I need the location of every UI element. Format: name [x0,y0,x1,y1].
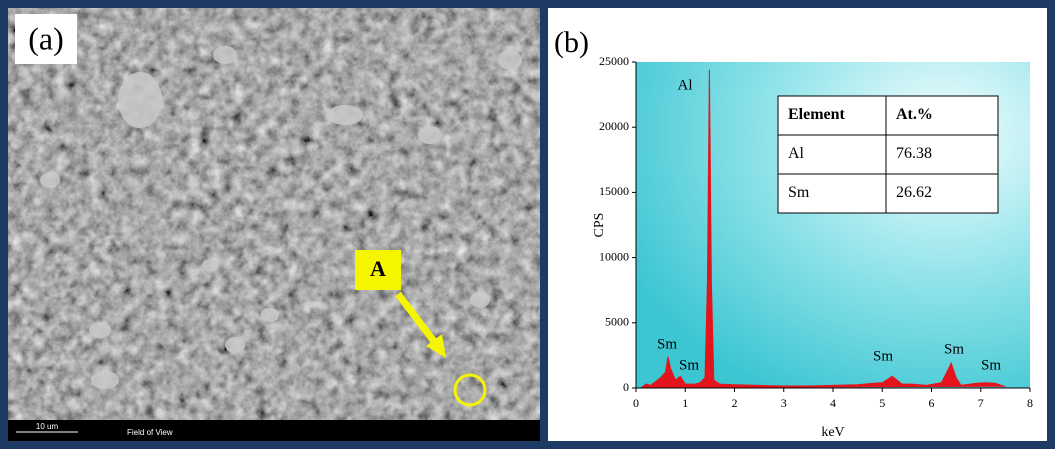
y-tick-label: 5000 [605,315,629,329]
y-tick-label: 15000 [599,184,629,198]
table-cell: Sm [788,184,810,201]
table-header: Element [788,106,846,123]
table-cell: 76.38 [896,145,932,162]
y-tick-label: 25000 [599,54,629,68]
sem-panel: 10 um Field of View (a) A [8,8,540,441]
x-axis-label: keV [821,425,844,440]
y-tick-label: 20000 [599,119,629,133]
y-tick-label: 0 [623,380,629,394]
panel-label: (a) [28,20,64,56]
figure: 10 um Field of View (a) A (b) 0 5000 10000… [0,0,1055,449]
info-bar [8,420,540,441]
table-header: At.% [896,106,933,123]
x-tick-label: 5 [879,396,885,410]
x-tick-label: 4 [830,396,836,410]
table-cell: Al [788,145,805,162]
panel-label: (b) [554,26,589,59]
y-axis-label: CPS [592,213,607,238]
table-cell: 26.62 [896,184,932,201]
scale-label: 10 um [36,422,59,431]
peak-label: Sm [944,341,964,357]
peak-label: Sm [873,348,893,364]
peak-label: Sm [679,357,699,373]
field-label: Field of View [127,428,173,437]
x-tick-label: 3 [781,396,787,410]
x-tick-label: 7 [978,396,984,410]
peak-label: Al [678,77,693,93]
peak-label: Sm [657,336,677,352]
x-tick-label: 8 [1027,396,1033,410]
peak-label: Sm [981,357,1001,373]
x-tick-label: 6 [929,396,935,410]
x-tick-label: 0 [633,396,639,410]
sem-texture [8,8,540,420]
page: {"panels": {"a": {"label": "(a)", "marke… [0,0,1055,449]
y-tick-label: 10000 [599,249,629,263]
x-tick-label: 1 [682,396,688,410]
x-tick-label: 2 [732,396,738,410]
marker-label: A [370,256,386,281]
